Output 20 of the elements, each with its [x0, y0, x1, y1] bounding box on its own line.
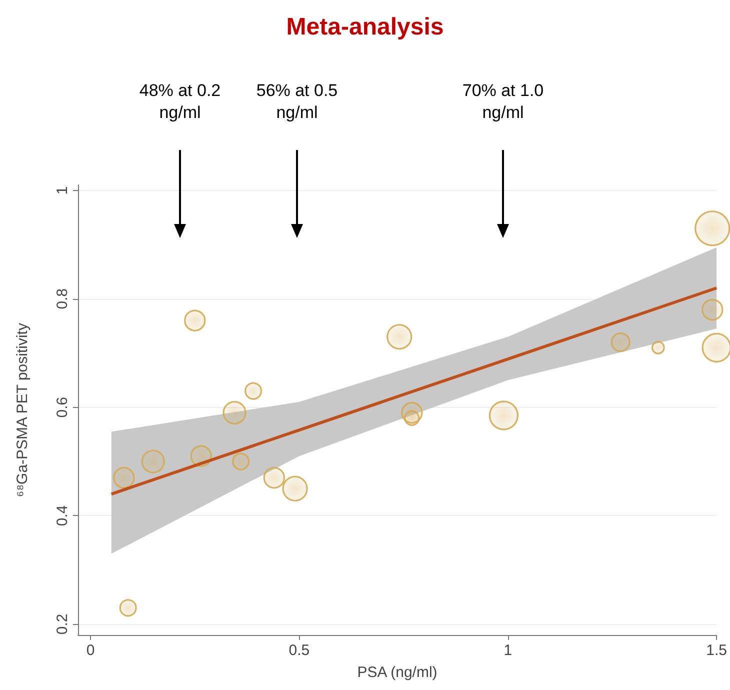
x-tick-label: 0: [86, 642, 95, 659]
point: [184, 310, 206, 332]
x-tick-label: 1: [504, 642, 512, 659]
chart-title: Meta-analysis: [286, 14, 444, 40]
x-axis-title: PSA (ng/ml): [357, 664, 438, 681]
point: [702, 298, 724, 321]
y-tick-label: 0.2: [54, 614, 71, 635]
y-axis-title: ⁶⁸Ga-PSMA PET positivity: [14, 322, 31, 497]
y-tick-label: 0.8: [54, 288, 71, 310]
text: 70% at 1.0 ng/ml: [461, 80, 545, 124]
x-tick-label: 1.5: [706, 642, 728, 659]
x-tick-label: 0.5: [288, 642, 310, 659]
text: 56% at 0.5 ng/ml: [255, 80, 339, 124]
line-series: [110, 286, 718, 496]
point: [263, 466, 286, 489]
y-tick-label: 0.6: [54, 396, 71, 418]
y-tick-label: 1: [54, 186, 71, 195]
y-tick-label: 0.4: [54, 505, 71, 526]
text: 48% at 0.2 ng/ml: [138, 80, 222, 124]
point: [113, 466, 135, 489]
